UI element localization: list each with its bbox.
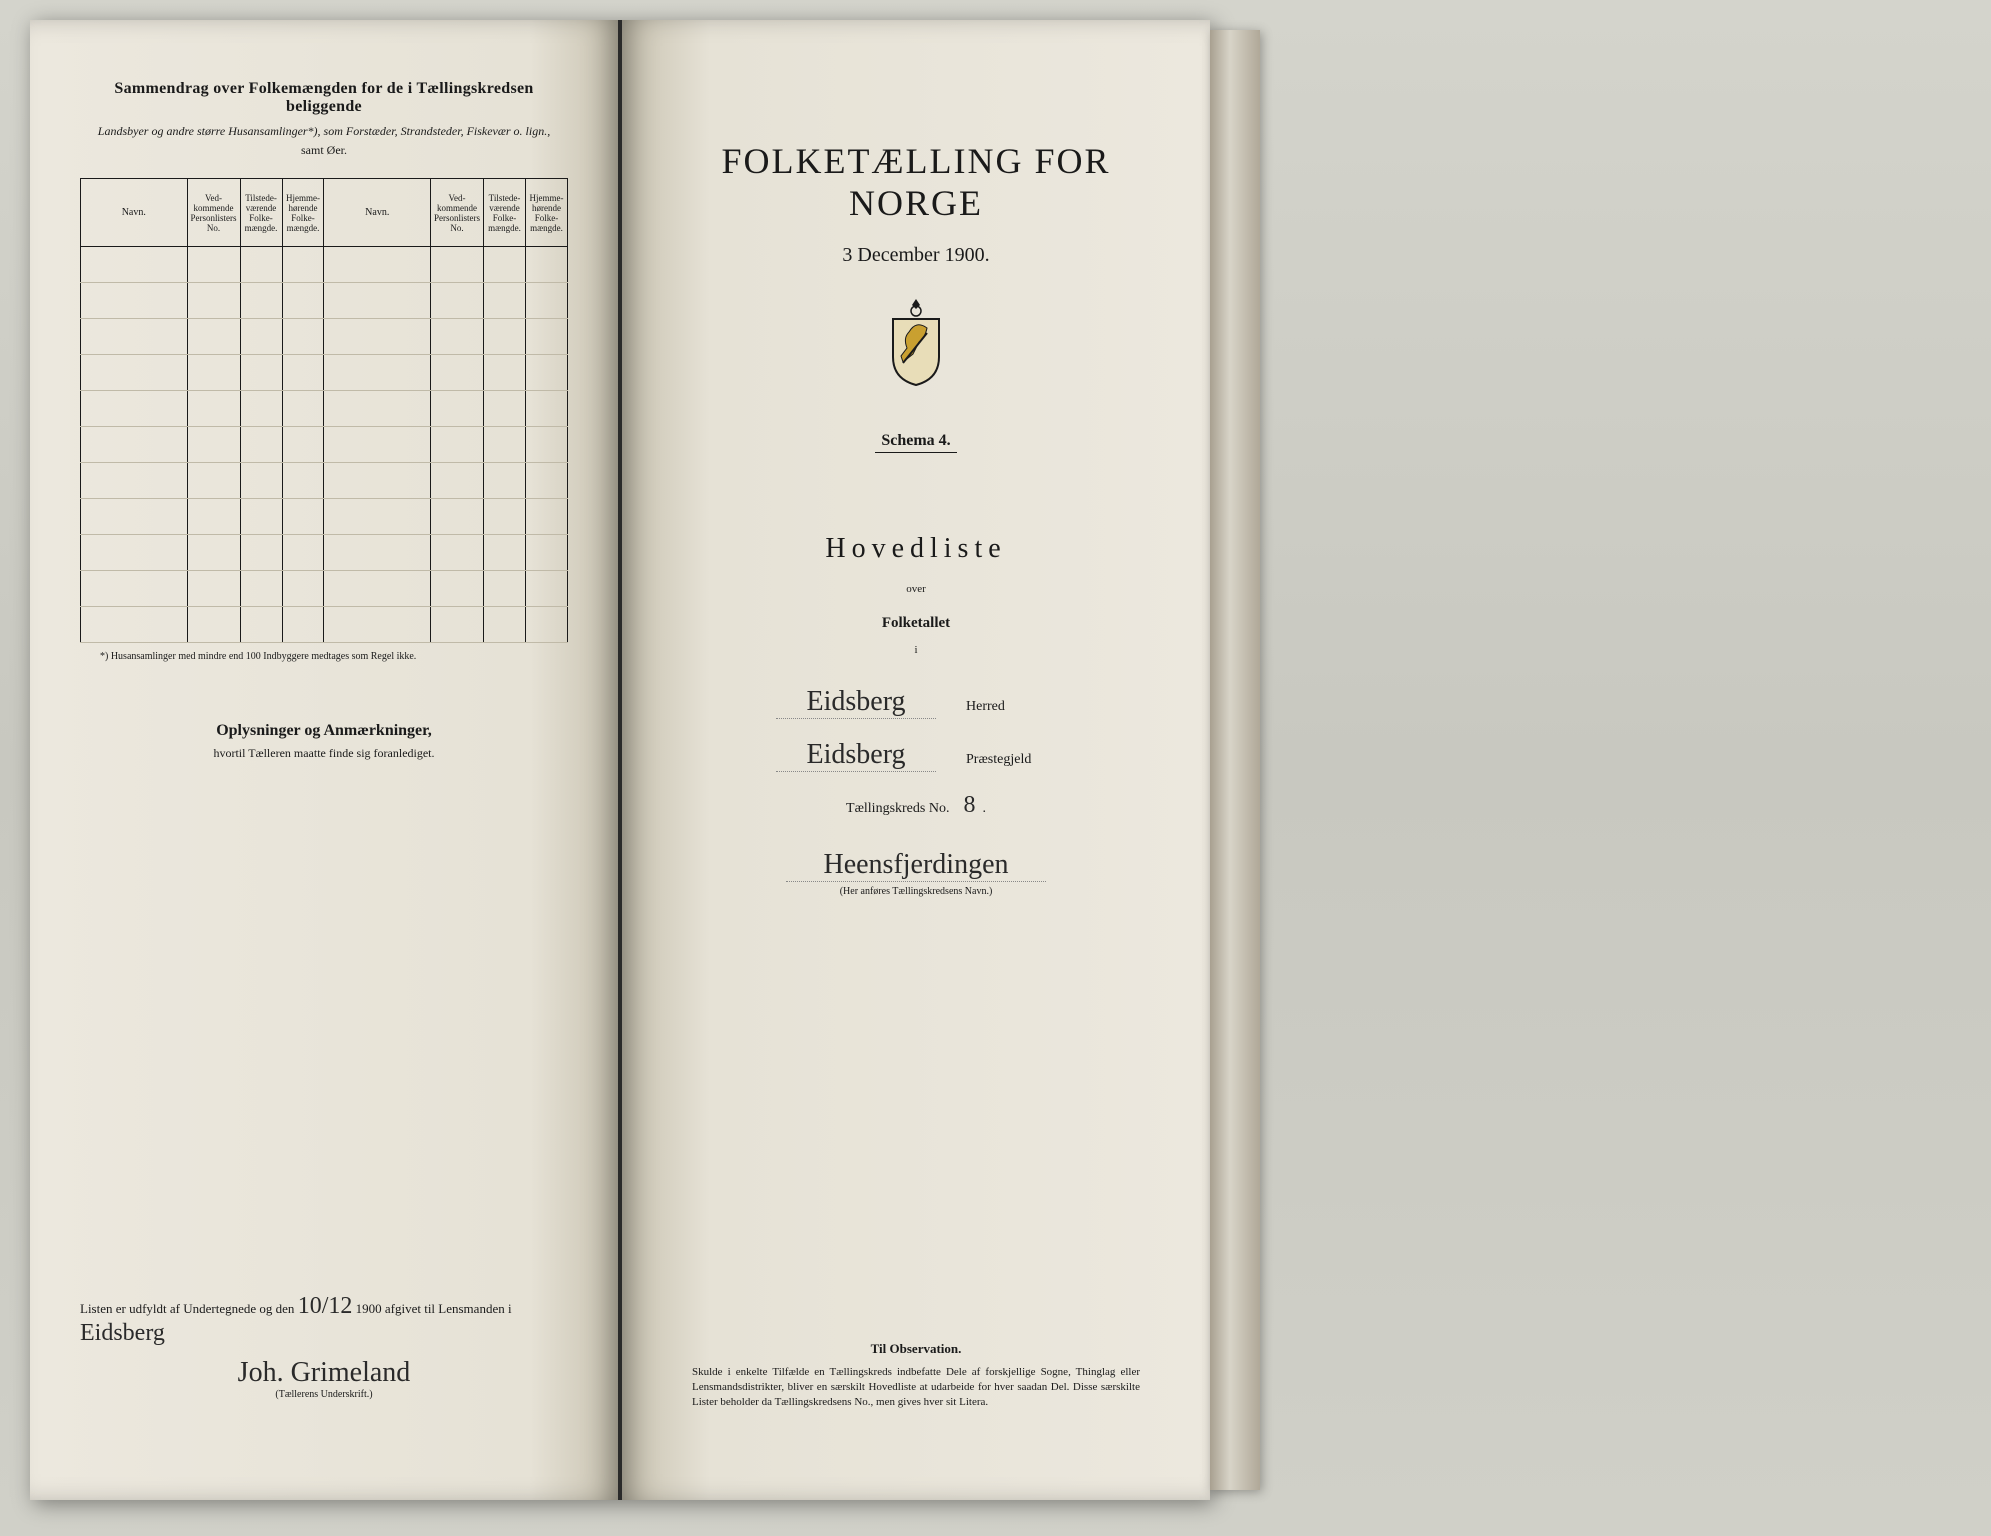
sig-year: 1900 — [356, 1301, 382, 1316]
kreds-no: 8 — [963, 792, 975, 819]
table-row — [81, 427, 568, 463]
schema-label: Schema 4. — [875, 432, 956, 453]
kreds-name-value: Heensfjerdingen — [786, 849, 1046, 882]
herred-label: Herred — [966, 699, 1056, 715]
kreds-no-row: Tællingskreds No. 8 . — [672, 792, 1160, 819]
table-row — [81, 463, 568, 499]
table-row — [81, 571, 568, 607]
signature-caption: (Tællerens Underskrift.) — [80, 1389, 568, 1400]
table-row — [81, 535, 568, 571]
table-row — [81, 319, 568, 355]
col-hjemme-1: Hjemme-hørende Folke-mængde. — [282, 179, 324, 247]
remarks-title: Oplysninger og Anmærkninger, — [80, 722, 568, 740]
left-page: Sammendrag over Folkemængden for de i Tæ… — [30, 20, 620, 1500]
book-page-edges — [1210, 30, 1260, 1490]
summary-title: Sammendrag over Folkemængden for de i Tæ… — [80, 80, 568, 116]
table-row — [81, 355, 568, 391]
sig-text-mid: afgivet til Lensmanden i — [385, 1301, 512, 1316]
right-page: FOLKETÆLLING FOR NORGE 3 December 1900. … — [620, 20, 1210, 1500]
observation-title: Til Observation. — [692, 1341, 1140, 1357]
table-row — [81, 607, 568, 643]
summary-table: Navn. Ved-kommende Personlisters No. Til… — [80, 178, 568, 643]
coat-of-arms-icon — [881, 297, 951, 387]
praestegjeld-row: Eidsberg Præstegjeld — [672, 739, 1160, 772]
kreds-label: Tællingskreds No. — [846, 801, 949, 816]
table-body — [81, 247, 568, 643]
col-navn-1: Navn. — [81, 179, 188, 247]
table-row — [81, 499, 568, 535]
sig-place-handwritten: Eidsberg — [80, 1320, 165, 1347]
observation-text: Skulde i enkelte Tilfælde en Tællingskre… — [692, 1365, 1140, 1410]
table-footnote: *) Husansamlinger med mindre end 100 Ind… — [80, 651, 568, 662]
summary-subtitle: Landsbyer og andre større Husansamlinger… — [80, 124, 568, 139]
signature-name: Joh. Grimeland — [238, 1357, 411, 1389]
folketallet-label: Folketallet — [672, 615, 1160, 632]
table-row — [81, 391, 568, 427]
table-header-row: Navn. Ved-kommende Personlisters No. Til… — [81, 179, 568, 247]
observation-block: Til Observation. Skulde i enkelte Tilfæl… — [692, 1341, 1140, 1410]
remarks-section: Oplysninger og Anmærkninger, hvortil Tæl… — [80, 722, 568, 761]
table-row — [81, 283, 568, 319]
signature-block: Listen er udfyldt af Undertegnede og den… — [80, 1293, 568, 1400]
herred-value: Eidsberg — [776, 686, 936, 719]
remarks-sub: hvortil Tælleren maatte finde sig foranl… — [80, 746, 568, 761]
sig-text-prefix: Listen er udfyldt af Undertegnede og den — [80, 1301, 294, 1316]
signature-line2: Joh. Grimeland — [80, 1357, 568, 1389]
kreds-name-row: Heensfjerdingen — [672, 849, 1160, 882]
col-no-2: Ved-kommende Personlisters No. — [431, 179, 484, 247]
census-book: Sammendrag over Folkemængden for de i Tæ… — [30, 20, 1210, 1500]
praeste-label: Præstegjeld — [966, 752, 1056, 768]
table-row — [81, 247, 568, 283]
over-label: over — [672, 583, 1160, 595]
praeste-value: Eidsberg — [776, 739, 936, 772]
hovedliste-heading: Hovedliste — [672, 533, 1160, 565]
census-title: FOLKETÆLLING FOR NORGE — [672, 140, 1160, 224]
herred-row: Eidsberg Herred — [672, 686, 1160, 719]
sig-date-handwritten: 10/12 — [298, 1293, 353, 1320]
kreds-caption: (Her anføres Tællingskredsens Navn.) — [672, 886, 1160, 897]
col-navn-2: Navn. — [324, 179, 431, 247]
col-tilstede-1: Tilstede-værende Folke-mængde. — [240, 179, 282, 247]
summary-subtitle2: samt Øer. — [80, 143, 568, 158]
signature-line1: Listen er udfyldt af Undertegnede og den… — [80, 1293, 568, 1347]
col-hjemme-2: Hjemme-hørende Folke-mængde. — [525, 179, 567, 247]
col-no-1: Ved-kommende Personlisters No. — [187, 179, 240, 247]
i-label: i — [672, 644, 1160, 656]
census-date: 3 December 1900. — [672, 244, 1160, 267]
col-tilstede-2: Tilstede-værende Folke-mængde. — [484, 179, 526, 247]
